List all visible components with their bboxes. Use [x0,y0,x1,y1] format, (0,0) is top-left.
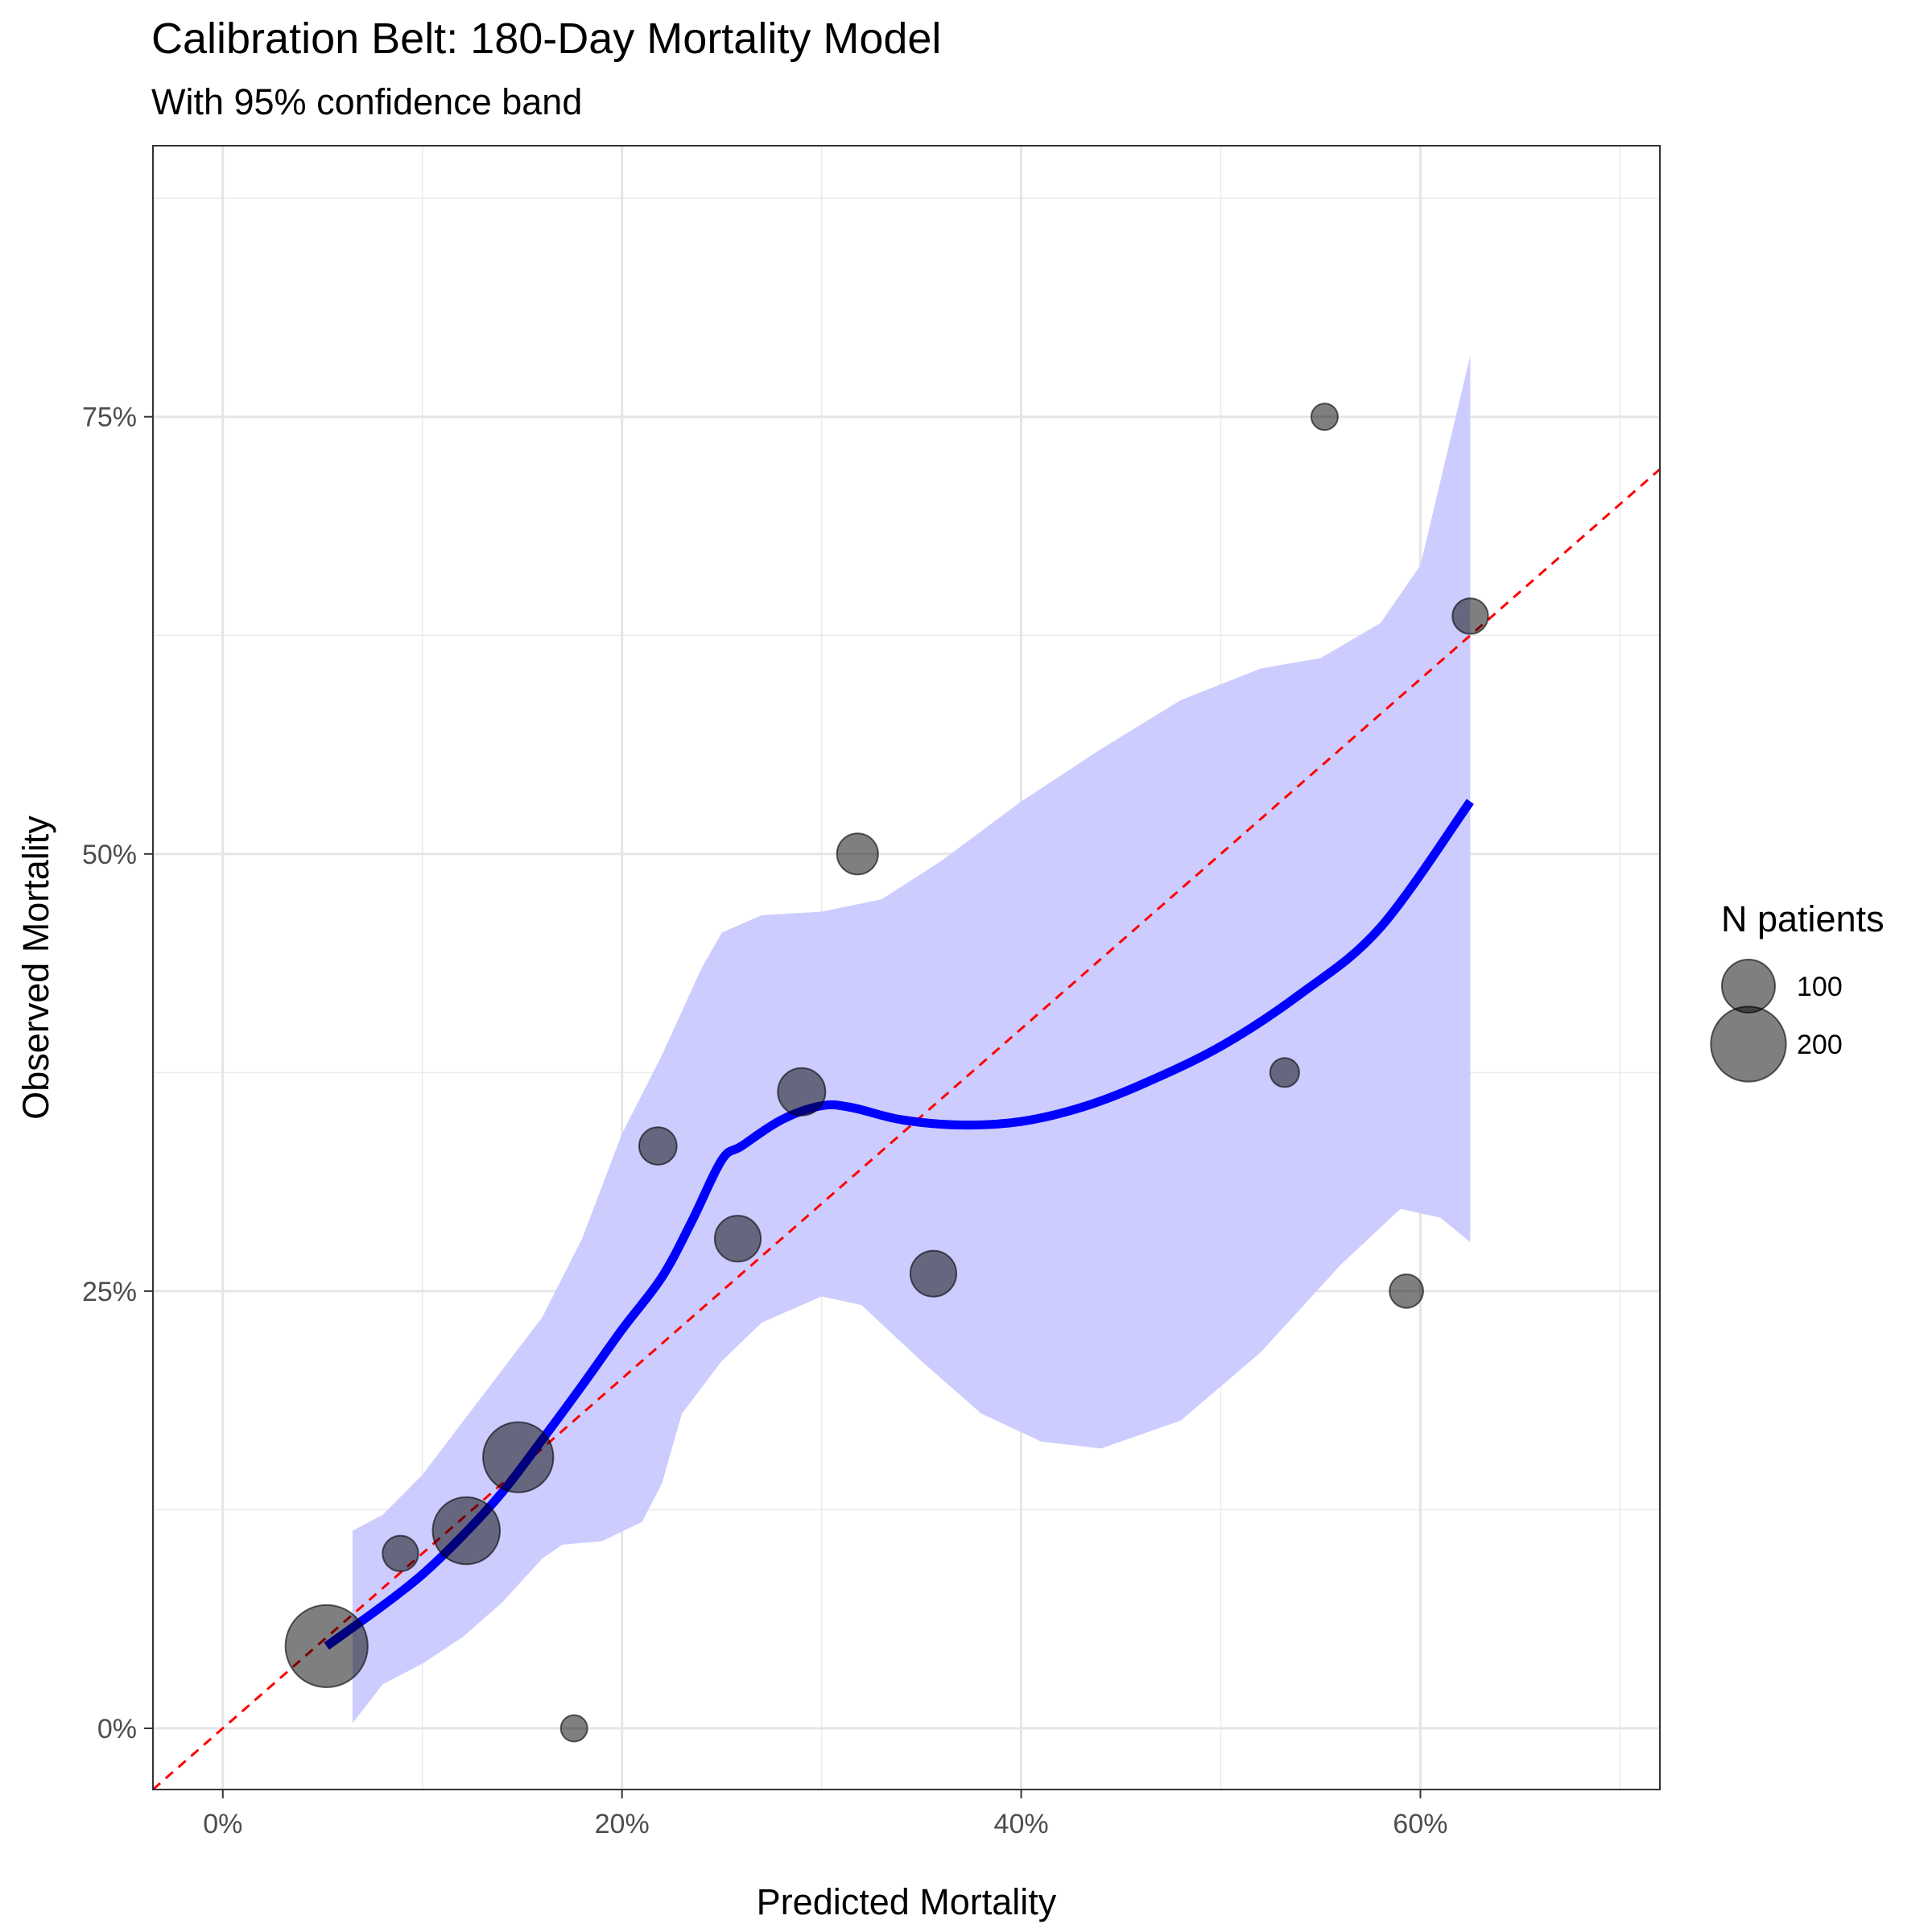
plot-border [152,145,1661,1790]
axis-layer: 0% 20% 40% 60% 0% 25% 50% 75% [82,402,1448,1839]
x-tick-label: 0% [203,1809,242,1839]
data-point [836,832,879,876]
x-tick-label: 60% [1393,1809,1447,1839]
x-axis-title: Predicted Mortality [757,1881,1057,1922]
x-tick-label: 40% [994,1809,1049,1839]
data-point [284,1604,369,1688]
data-point [431,1496,502,1566]
points-layer [284,402,1489,1743]
data-point [482,1421,555,1493]
legend-items: 100 200 [1710,959,1843,1083]
y-tick-label: 0% [97,1714,137,1744]
data-point [909,1249,958,1298]
y-axis-title: Observed Mortality [15,815,56,1120]
data-point [1310,402,1339,431]
data-point [638,1126,678,1166]
reference-line [152,468,1661,1791]
data-point [1389,1274,1424,1309]
data-point [559,1714,588,1743]
legend-title: N patients [1721,898,1885,939]
confidence-band [352,355,1471,1724]
x-tick-label: 20% [595,1809,650,1839]
calibration-curve-layer [324,799,1474,1650]
legend-label: 200 [1797,1030,1843,1060]
data-point [382,1534,419,1572]
chart-title: Calibration Belt: 180-Day Mortality Mode… [151,14,941,63]
data-point [1269,1057,1300,1088]
reference-line-layer [152,468,1661,1791]
legend-key [1710,1005,1787,1083]
y-tick-label: 25% [82,1277,137,1307]
legend: N patients 100 200 [1710,898,1885,1083]
data-point [777,1067,827,1117]
data-point [713,1215,762,1263]
legend-label: 100 [1797,972,1843,1002]
chart-subtitle: With 95% confidence band [151,81,582,122]
confidence-band-layer [352,355,1471,1724]
y-tick-label: 50% [82,840,137,870]
calibration-curve [324,799,1474,1650]
y-tick-label: 75% [82,402,137,433]
data-point [1451,597,1489,635]
legend-key [1721,959,1776,1013]
